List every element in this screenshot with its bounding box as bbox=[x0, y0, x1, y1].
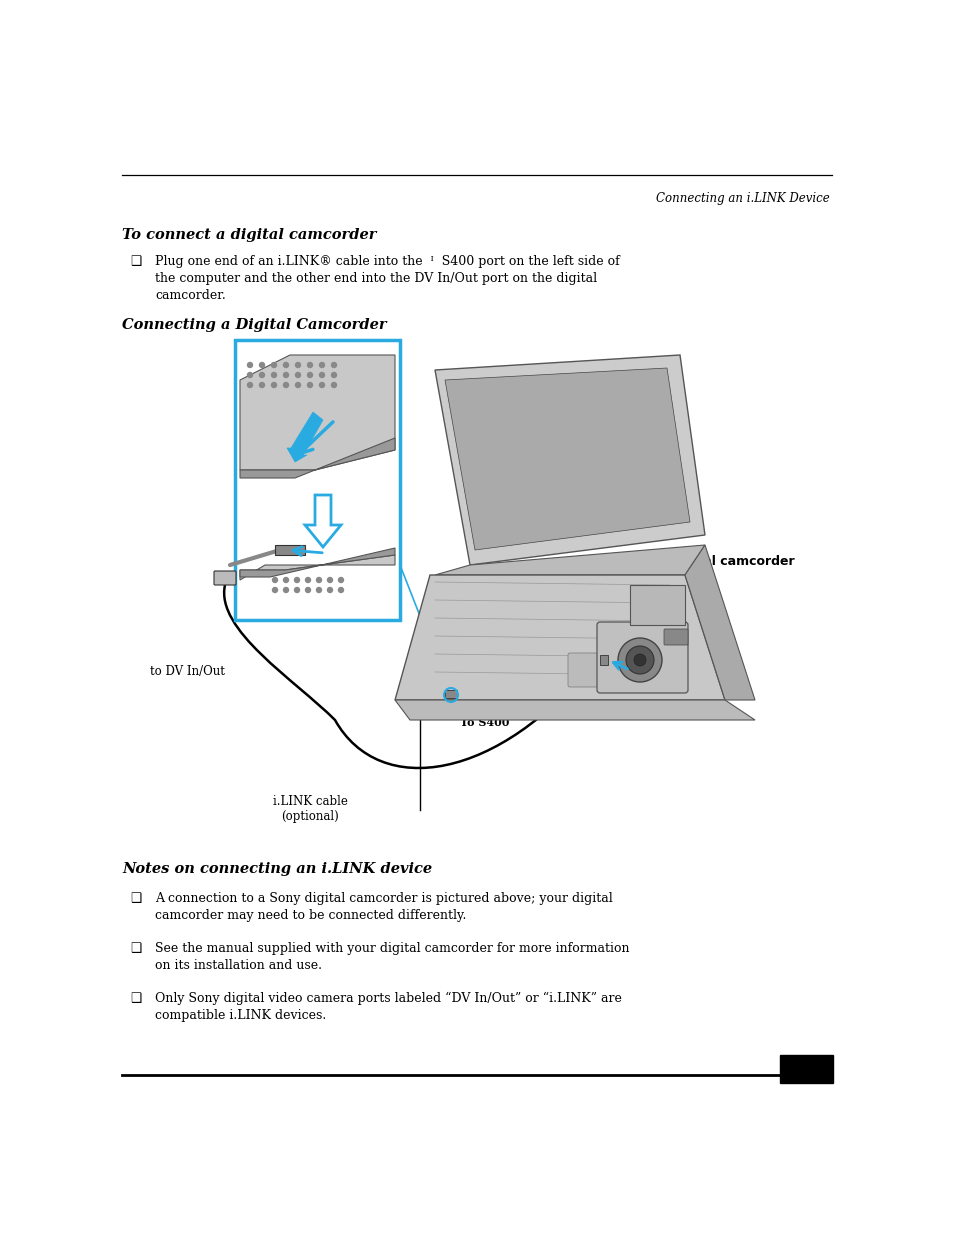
Polygon shape bbox=[395, 700, 754, 720]
Polygon shape bbox=[305, 495, 340, 547]
Circle shape bbox=[272, 373, 276, 378]
Text: to DV In/Out: to DV In/Out bbox=[150, 664, 225, 678]
Text: Digital camcorder: Digital camcorder bbox=[669, 555, 794, 568]
Polygon shape bbox=[629, 585, 684, 625]
Circle shape bbox=[283, 383, 288, 388]
Text: ❑: ❑ bbox=[130, 992, 141, 1005]
Text: compatible i.LINK devices.: compatible i.LINK devices. bbox=[154, 1009, 326, 1023]
Text: ❑: ❑ bbox=[130, 892, 141, 905]
Circle shape bbox=[331, 383, 336, 388]
Text: i.LINK cable
(optional): i.LINK cable (optional) bbox=[273, 795, 347, 823]
Circle shape bbox=[625, 646, 654, 674]
Circle shape bbox=[338, 578, 343, 583]
Circle shape bbox=[618, 638, 661, 682]
Circle shape bbox=[259, 363, 264, 368]
Circle shape bbox=[295, 383, 300, 388]
FancyBboxPatch shape bbox=[234, 340, 399, 620]
Text: A connection to a Sony digital camcorder is pictured above; your digital: A connection to a Sony digital camcorder… bbox=[154, 892, 612, 905]
Circle shape bbox=[283, 363, 288, 368]
Circle shape bbox=[319, 383, 324, 388]
Text: camcorder may need to be connected differently.: camcorder may need to be connected diffe… bbox=[154, 909, 466, 923]
Circle shape bbox=[327, 588, 333, 593]
Circle shape bbox=[247, 373, 253, 378]
Polygon shape bbox=[444, 368, 689, 550]
FancyBboxPatch shape bbox=[663, 629, 687, 645]
Polygon shape bbox=[240, 438, 395, 478]
Circle shape bbox=[331, 373, 336, 378]
Text: 59: 59 bbox=[796, 1062, 815, 1076]
Text: Connecting a Digital Camcorder: Connecting a Digital Camcorder bbox=[122, 317, 386, 332]
FancyBboxPatch shape bbox=[444, 690, 456, 698]
Polygon shape bbox=[684, 545, 754, 700]
Bar bbox=[780, 1055, 832, 1083]
Circle shape bbox=[319, 363, 324, 368]
FancyBboxPatch shape bbox=[597, 622, 687, 693]
Circle shape bbox=[283, 588, 288, 593]
Circle shape bbox=[259, 383, 264, 388]
Circle shape bbox=[305, 578, 310, 583]
Circle shape bbox=[273, 588, 277, 593]
Polygon shape bbox=[395, 576, 724, 700]
Text: ❑: ❑ bbox=[130, 254, 141, 268]
Circle shape bbox=[283, 373, 288, 378]
Circle shape bbox=[316, 578, 321, 583]
Polygon shape bbox=[240, 354, 395, 471]
Circle shape bbox=[307, 383, 313, 388]
Text: Only Sony digital video camera ports labeled “DV In/Out” or “i.LINK” are: Only Sony digital video camera ports lab… bbox=[154, 992, 621, 1005]
Text: See the manual supplied with your digital camcorder for more information: See the manual supplied with your digita… bbox=[154, 942, 629, 955]
Text: To connect a digital camcorder: To connect a digital camcorder bbox=[122, 228, 376, 242]
Polygon shape bbox=[435, 545, 704, 576]
Circle shape bbox=[307, 363, 313, 368]
Circle shape bbox=[319, 373, 324, 378]
Text: Plug one end of an i.LINK® cable into the  ᴵ  S400 port on the left side of: Plug one end of an i.LINK® cable into th… bbox=[154, 254, 619, 268]
Circle shape bbox=[316, 588, 321, 593]
Circle shape bbox=[294, 588, 299, 593]
Text: To S400: To S400 bbox=[459, 718, 509, 727]
Circle shape bbox=[331, 363, 336, 368]
Text: Connecting an i.LINK Device: Connecting an i.LINK Device bbox=[656, 191, 829, 205]
Circle shape bbox=[295, 373, 300, 378]
Circle shape bbox=[247, 363, 253, 368]
Circle shape bbox=[259, 373, 264, 378]
Polygon shape bbox=[287, 412, 323, 462]
Polygon shape bbox=[435, 354, 704, 564]
Text: camcorder.: camcorder. bbox=[154, 289, 226, 303]
FancyBboxPatch shape bbox=[567, 653, 637, 687]
Circle shape bbox=[247, 383, 253, 388]
Bar bbox=[274, 545, 305, 555]
Circle shape bbox=[272, 383, 276, 388]
Circle shape bbox=[272, 363, 276, 368]
Text: on its installation and use.: on its installation and use. bbox=[154, 960, 322, 972]
Circle shape bbox=[338, 588, 343, 593]
Text: the computer and the other end into the DV In/Out port on the digital: the computer and the other end into the … bbox=[154, 272, 597, 285]
Text: To S400  ᴵ: To S400 ᴵ bbox=[240, 578, 300, 589]
Circle shape bbox=[327, 578, 333, 583]
Text: Notes on connecting an i.LINK device: Notes on connecting an i.LINK device bbox=[122, 862, 432, 876]
Circle shape bbox=[273, 578, 277, 583]
Circle shape bbox=[307, 373, 313, 378]
Polygon shape bbox=[240, 548, 395, 577]
Bar bbox=[599, 655, 607, 664]
Circle shape bbox=[295, 363, 300, 368]
Circle shape bbox=[283, 578, 288, 583]
Text: ❑: ❑ bbox=[130, 942, 141, 955]
Polygon shape bbox=[240, 555, 395, 580]
FancyBboxPatch shape bbox=[213, 571, 235, 585]
Circle shape bbox=[634, 655, 645, 666]
Circle shape bbox=[305, 588, 310, 593]
Circle shape bbox=[294, 578, 299, 583]
